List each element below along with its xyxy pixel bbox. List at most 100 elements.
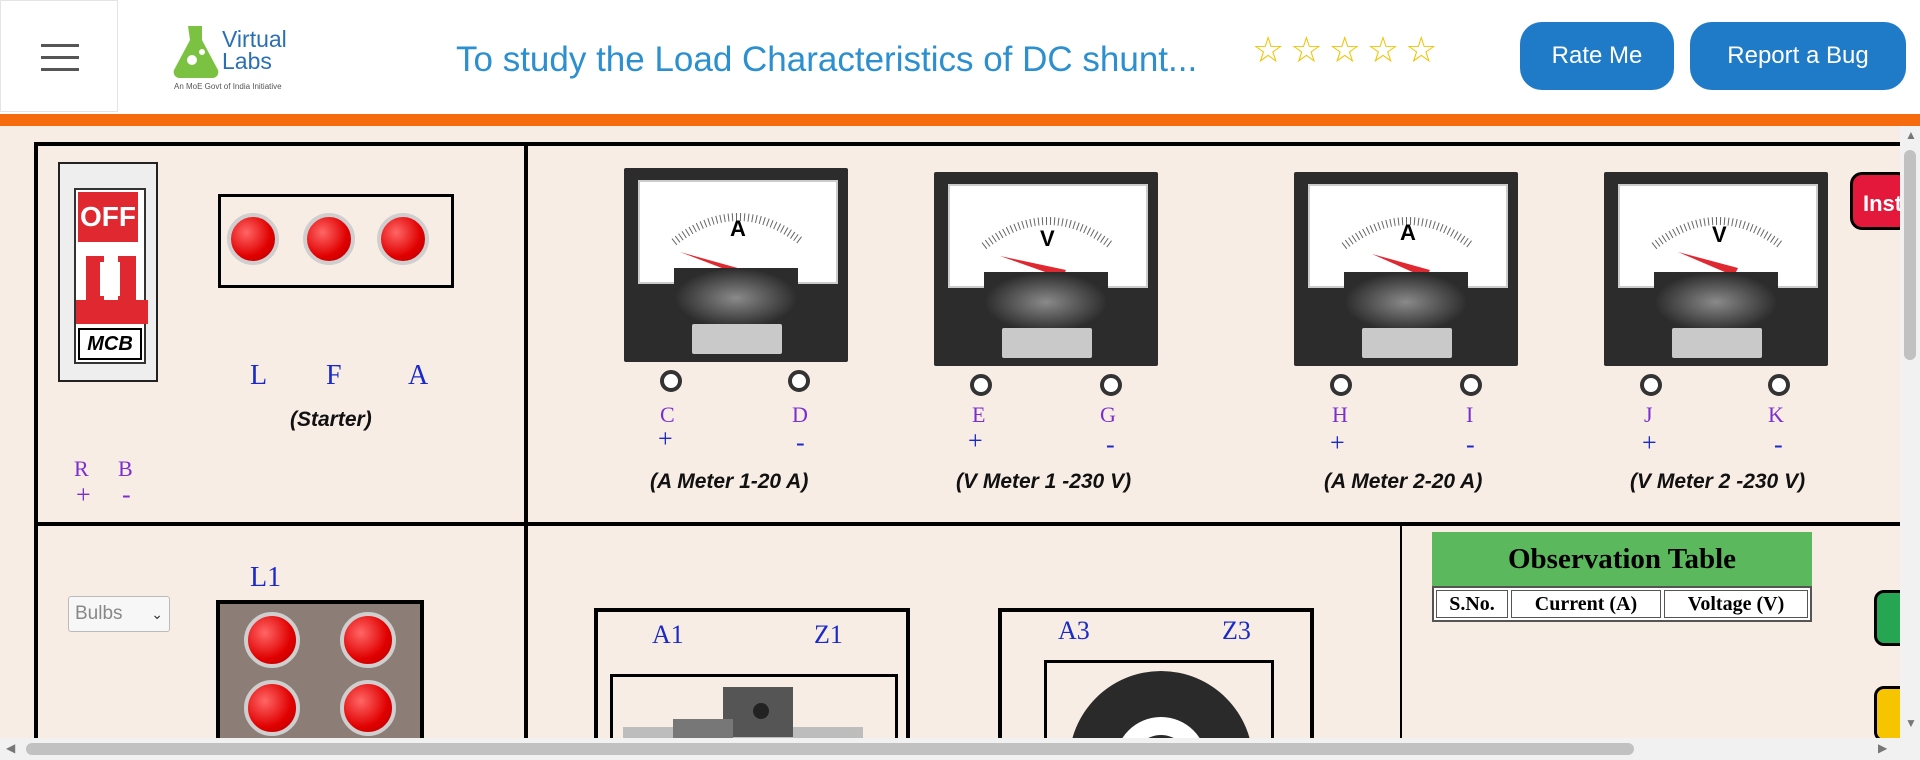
vertical-scroll-thumb[interactable]: [1904, 150, 1916, 360]
terminal-j[interactable]: [1640, 374, 1662, 396]
terminal-e-sign: +: [968, 426, 983, 455]
terminal-a1-label[interactable]: A1: [652, 620, 684, 649]
load-bulb: [340, 680, 396, 736]
voltmeter-2-caption: (V Meter 2 -230 V): [1630, 470, 1806, 493]
terminal-b-sign: -: [122, 480, 131, 509]
yellow-side-button[interactable]: [1874, 686, 1900, 738]
header: Virtual Labs An MoE Govt of India Initia…: [0, 0, 1920, 114]
page-title: To study the Load Characteristics of DC …: [456, 40, 1198, 79]
logo-title: Virtual Labs: [222, 26, 287, 74]
mcb-state-label: OFF: [78, 192, 138, 242]
vertical-scrollbar[interactable]: ▲ ▼: [1900, 126, 1920, 738]
terminal-i[interactable]: [1460, 374, 1482, 396]
terminal-d-label: D: [792, 402, 808, 427]
star-icon[interactable]: ☆: [1366, 29, 1400, 70]
generator-frame: [1044, 660, 1274, 738]
report-bug-button[interactable]: Report a Bug: [1690, 22, 1906, 90]
terminal-z1-label[interactable]: Z1: [814, 620, 843, 649]
motor-icon: [623, 687, 863, 738]
scroll-down-icon[interactable]: ▼: [1905, 716, 1917, 730]
menu-button[interactable]: [0, 0, 118, 112]
starter-terminal-f[interactable]: F: [326, 360, 342, 391]
mcb-switch[interactable]: OFF MCB: [58, 162, 158, 382]
terminal-a3-label[interactable]: A3: [1058, 616, 1090, 645]
terminal-c-label: C: [660, 402, 675, 427]
rate-me-button[interactable]: Rate Me: [1520, 22, 1674, 90]
meter-dial-icon: [1651, 217, 1785, 276]
bulb-load-box: [216, 600, 424, 738]
terminal-g[interactable]: [1100, 374, 1122, 396]
terminal-j-sign: +: [1642, 428, 1657, 457]
header-divider: [0, 114, 1920, 126]
motor-panel: [524, 522, 1900, 738]
mcb-handle-icon: [76, 256, 148, 324]
meter-symbol: A: [730, 216, 746, 241]
rating-stars[interactable]: ☆ ☆ ☆ ☆ ☆: [1252, 30, 1437, 70]
terminal-h-label: H: [1332, 402, 1348, 427]
terminal-k-label: K: [1768, 402, 1784, 427]
terminal-b-label: B: [118, 456, 133, 481]
terminal-z3-label[interactable]: Z3: [1222, 616, 1251, 645]
observation-table-title: Observation Table: [1432, 532, 1812, 586]
chevron-down-icon: ⌄: [151, 606, 163, 622]
terminal-d[interactable]: [788, 370, 810, 392]
star-icon[interactable]: ☆: [1290, 29, 1323, 70]
terminal-r-label: R: [74, 456, 89, 481]
hamburger-icon: [41, 44, 79, 47]
ammeter-1-caption: (A Meter 1-20 A): [650, 470, 809, 493]
meter-symbol: V: [1712, 222, 1727, 247]
green-side-button[interactable]: [1874, 590, 1900, 646]
load-bulb: [340, 612, 396, 668]
column-header: S.No.: [1436, 590, 1508, 618]
mcb-label: MCB: [78, 328, 142, 360]
indicator-lamp: [303, 213, 355, 265]
motor-frame: [610, 674, 898, 738]
terminal-c[interactable]: [660, 370, 682, 392]
terminal-k-sign: -: [1774, 430, 1783, 459]
terminal-h[interactable]: [1330, 374, 1352, 396]
lab-workspace: OFF MCB R B + - L F A (Starter) A: [0, 126, 1900, 738]
scroll-right-icon[interactable]: ▶: [1878, 741, 1888, 755]
load-type-value: Bulbs: [75, 603, 123, 624]
terminal-e-label: E: [972, 402, 986, 427]
load-bulb: [244, 612, 300, 668]
voltmeter-1: V: [934, 172, 1158, 366]
logo-subtitle: An MoE Govt of India Initiative: [174, 82, 282, 91]
terminal-r-sign: +: [76, 480, 91, 509]
column-header: Voltage (V): [1664, 590, 1808, 618]
terminal-i-label: I: [1466, 402, 1474, 427]
scroll-left-icon[interactable]: ◀: [6, 741, 16, 755]
terminal-c-sign: +: [658, 424, 673, 453]
load-bulb: [244, 680, 300, 736]
gear-icon: [1072, 671, 1250, 738]
starter-caption: (Starter): [290, 408, 372, 431]
ammeter-2-caption: (A Meter 2-20 A): [1324, 470, 1483, 493]
terminal-k[interactable]: [1768, 374, 1790, 396]
motor-box: [594, 608, 910, 738]
voltmeter-2: V: [1604, 172, 1828, 366]
indicator-lamp: [377, 213, 429, 265]
virtual-labs-logo[interactable]: Virtual Labs An MoE Govt of India Initia…: [166, 20, 306, 95]
instructions-button[interactable]: Inst: [1850, 172, 1900, 230]
indicator-lamp: [227, 213, 279, 265]
star-icon[interactable]: ☆: [1252, 29, 1285, 70]
star-icon[interactable]: ☆: [1328, 29, 1361, 70]
horizontal-scroll-thumb[interactable]: [26, 743, 1634, 755]
terminal-d-sign: -: [796, 428, 805, 457]
starter-terminal-a[interactable]: A: [408, 360, 429, 391]
scroll-up-icon[interactable]: ▲: [1905, 128, 1917, 142]
terminal-e[interactable]: [970, 374, 992, 396]
terminal-h-sign: +: [1330, 428, 1345, 457]
starter-terminal-l[interactable]: L: [250, 360, 268, 391]
terminal-g-sign: -: [1106, 430, 1115, 459]
ammeter-1: A: [624, 168, 848, 362]
load-type-select[interactable]: Bulbs ⌄: [68, 596, 170, 632]
horizontal-scrollbar[interactable]: ◀ ▶: [0, 738, 1920, 760]
starter-indicator-box: [218, 194, 454, 288]
observation-table-header: S.No. Current (A) Voltage (V): [1432, 586, 1812, 622]
terminal-j-label: J: [1644, 402, 1653, 427]
terminal-i-sign: -: [1466, 430, 1475, 459]
star-icon[interactable]: ☆: [1405, 29, 1438, 70]
generator-box: [998, 608, 1314, 738]
load-label: L1: [250, 562, 282, 593]
